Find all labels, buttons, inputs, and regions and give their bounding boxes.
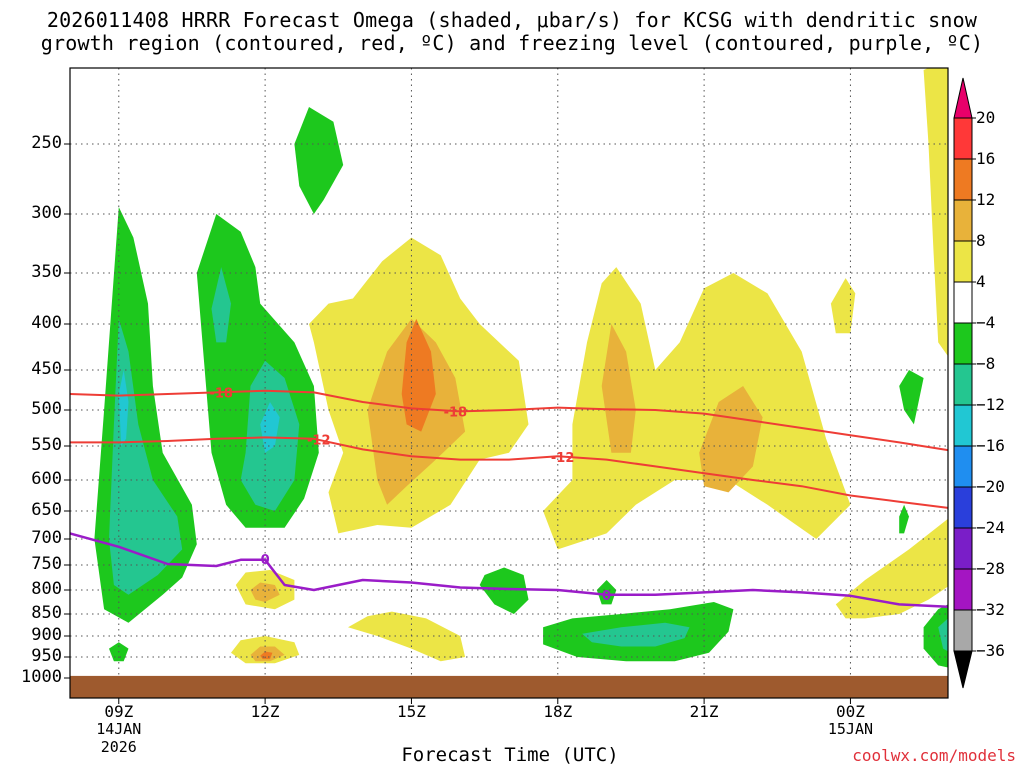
colorbar-label-7: −12: [976, 395, 1005, 414]
rising-west-column-peak: [118, 370, 129, 446]
colorbar-label-3: 8: [976, 231, 986, 250]
y-tick-label-950: 950: [31, 646, 62, 666]
x-axis-title: Forecast Time (UTC): [401, 744, 619, 766]
isotherm-minus18: [69, 389, 949, 452]
colorbar-label-8: −16: [976, 436, 1005, 455]
rising-west-column-core: [109, 318, 183, 595]
rising-250mb-cell: [294, 107, 344, 214]
y-tick-label-800: 800: [31, 579, 62, 599]
colorbar: [953, 77, 976, 689]
omega-shading: [94, 68, 948, 668]
colorbar-band-11: [953, 527, 973, 570]
colorbar-label-9: −20: [976, 477, 1005, 496]
plot-frame: [69, 67, 949, 699]
x-tick-sub2-09Z: 2026: [100, 738, 137, 756]
freezing-level-line: [69, 532, 949, 609]
colorbar-label-2: 12: [976, 190, 996, 209]
colorbar-label-13: −36: [976, 641, 1005, 660]
sinking-21z-plume-core: [699, 386, 763, 493]
y-tick-label-650: 650: [31, 500, 62, 520]
colorbar-label-12: −32: [976, 600, 1005, 619]
colorbar-band-5: [953, 281, 973, 324]
colorbar-label-11: −28: [976, 559, 1005, 578]
chart-title-line-2: growth region (contoured, red, ºC) and f…: [40, 31, 984, 55]
y-tick-label-550: 550: [31, 435, 62, 455]
y-tick-label-400: 400: [31, 313, 62, 333]
x-tick-label-09Z: 09Z: [104, 702, 134, 721]
y-tick-label-350: 350: [31, 262, 62, 282]
sinking-18z-plume-core: [601, 324, 636, 453]
colorbar-label-6: −8: [976, 354, 996, 373]
y-tick-label-900: 900: [31, 625, 62, 645]
colorbar-band-8: [953, 404, 973, 447]
y-tick-label-700: 700: [31, 528, 62, 548]
rising-east-mid-dot: [899, 504, 909, 534]
x-tick-label-15Z: 15Z: [396, 702, 426, 721]
colorbar-label-5: −4: [976, 313, 996, 332]
source-credit[interactable]: coolwx.com/models: [852, 746, 1016, 765]
x-tick-label-00Z: 00Z: [835, 702, 865, 721]
chart-title-line-1: 2026011408 HRRR Forecast Omega (shaded, …: [46, 8, 978, 32]
colorbar-band-bottom-triangle: [953, 650, 973, 689]
sinking-15z-plume-core: [401, 318, 436, 432]
axis-ticks: [64, 143, 851, 704]
isotherm-minus12: [70, 436, 949, 509]
sinking-18z-21z-plume-outer: [543, 267, 851, 550]
x-tick-sub1-00Z: 15JAN: [827, 720, 874, 738]
colorbar-band-12: [953, 568, 973, 611]
contour-label-zero-east: 0: [602, 589, 611, 604]
contour-label-zero-west: 0: [261, 553, 270, 568]
contour-label-minus18-west: -18: [209, 386, 233, 401]
colorbar-band-3: [953, 199, 973, 242]
colorbar-band-7: [953, 363, 973, 406]
rising-17z-lowlevel: [479, 567, 529, 614]
colorbar-band-6: [953, 322, 973, 365]
colorbar-band-1: [953, 117, 973, 160]
contour-label-minus12-east: -12: [551, 451, 575, 466]
sinking-12z-lowlevel-upper-core: [250, 582, 280, 602]
sinking-east-upper: [923, 68, 948, 357]
rising-east-upper-dot: [899, 370, 924, 425]
colorbar-label-0: 20: [976, 108, 996, 127]
terrain-surface: [70, 675, 948, 698]
colorbar-label-1: 16: [976, 149, 996, 168]
colorbar-band-9: [953, 445, 973, 488]
colorbar-label-10: −24: [976, 518, 1005, 537]
y-tick-label-300: 300: [31, 203, 62, 223]
rising-east-lowlevel-outer: [923, 604, 948, 668]
y-tick-label-250: 250: [31, 133, 62, 153]
colorbar-band-2: [953, 158, 973, 201]
rising-19z-lowlevel-core: [582, 622, 690, 647]
x-tick-label-18Z: 18Z: [543, 702, 573, 721]
sinking-east-lowlevel: [835, 518, 948, 619]
y-tick-label-850: 850: [31, 603, 62, 623]
colorbar-band-13: [953, 609, 973, 652]
contour-label-minus18-east: -18: [444, 405, 468, 420]
rising-11z-upper-core: [211, 267, 231, 343]
y-tick-label-1000: 1000: [21, 667, 62, 687]
x-tick-label-12Z: 12Z: [250, 702, 280, 721]
x-tick-sub1-09Z: 14JAN: [96, 720, 142, 738]
x-tick-label-21Z: 21Z: [689, 702, 719, 721]
y-tick-label-450: 450: [31, 359, 62, 379]
colorbar-band-top-triangle: [953, 77, 973, 119]
colorbar-band-4: [953, 240, 973, 283]
rising-east-lowlevel-core: [938, 618, 948, 652]
colorbar-label-4: 4: [976, 272, 986, 291]
sinking-east-cell: [830, 278, 856, 334]
colorbar-band-10: [953, 486, 973, 529]
y-tick-label-750: 750: [31, 554, 62, 574]
y-tick-label-600: 600: [31, 469, 62, 489]
rising-19z-dot: [596, 580, 617, 605]
y-tick-label-500: 500: [31, 399, 62, 419]
contour-label-minus12-west: -12: [307, 434, 331, 449]
